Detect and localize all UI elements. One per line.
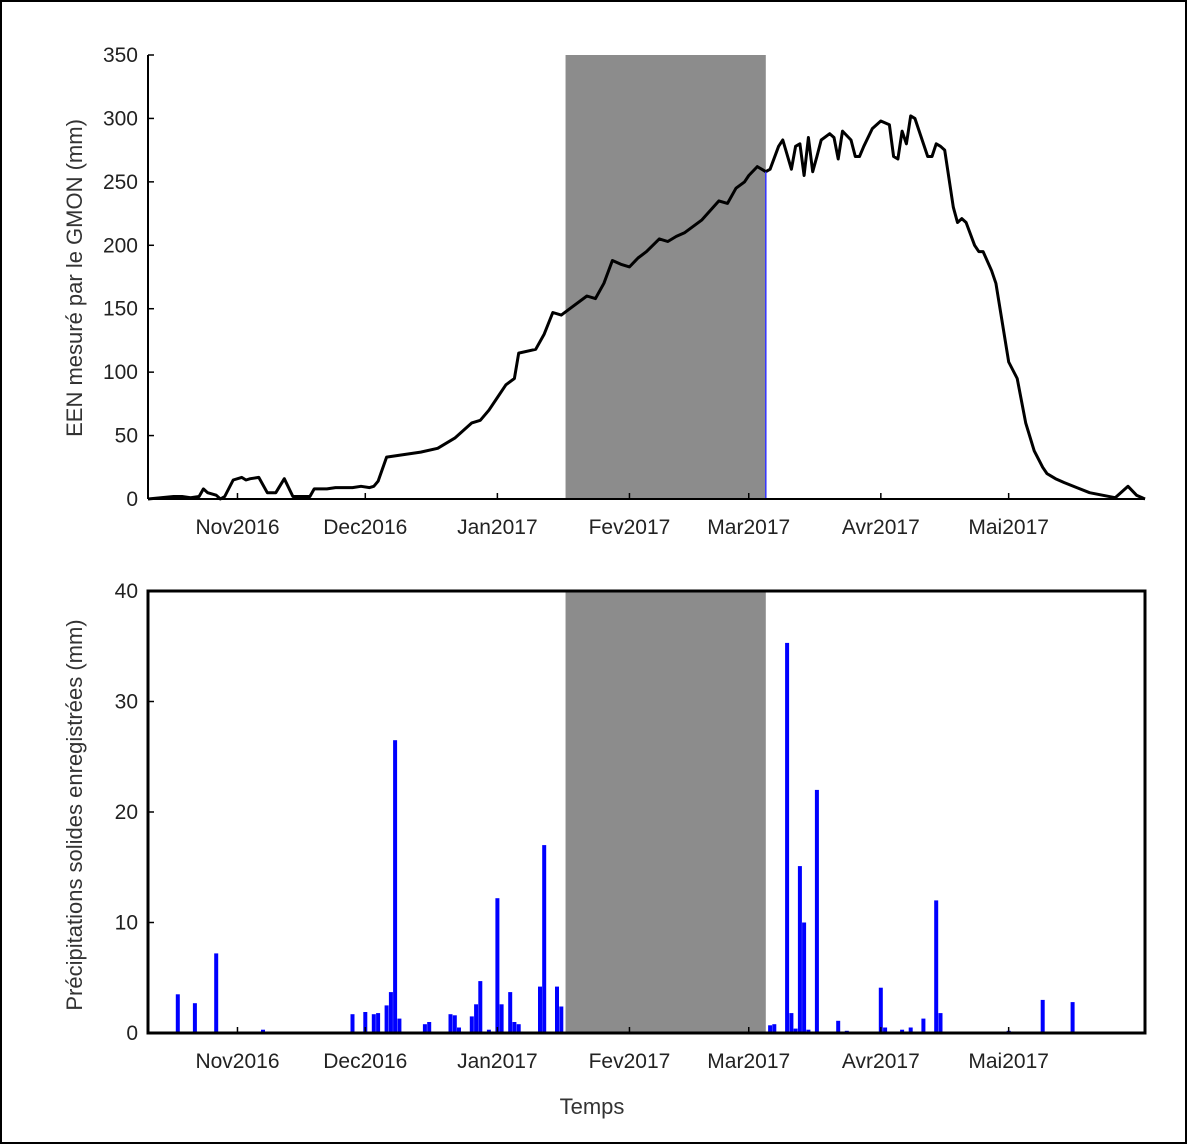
precip-bar (559, 1006, 564, 1033)
top-swe-line-chart: 0 50 100 150 200 250 300 350 Nov2016 Dec2016 Jan20… (103, 44, 1146, 539)
precip-bar (921, 1018, 926, 1033)
precip-bar (371, 1014, 376, 1033)
precip-bar (785, 642, 790, 1033)
shaded-period (565, 55, 766, 499)
bottom-y-axis-label: Précipitations solides enregistrées (mm) (62, 619, 87, 1010)
precip-bar (175, 994, 180, 1033)
x-tick-label: Dec2016 (323, 1050, 407, 1073)
precip-bar (427, 1022, 432, 1033)
y-tick-label: 0 (126, 1022, 138, 1045)
y-tick-label: 20 (115, 801, 138, 824)
precip-bar (1070, 1002, 1075, 1033)
precip-bar (495, 898, 500, 1033)
x-tick-label: Fev2017 (589, 516, 671, 539)
x-tick-label: Nov2016 (195, 1050, 279, 1073)
y-tick-label: 250 (103, 171, 138, 194)
precip-bar (772, 1024, 777, 1033)
x-tick-label: Jan2017 (457, 1050, 538, 1073)
precip-bar (457, 1027, 461, 1033)
x-tick-label: Dec2016 (323, 516, 407, 539)
precip-bar (512, 1022, 517, 1033)
precip-bar (908, 1027, 913, 1033)
precip-bar (469, 1016, 474, 1033)
x-tick-label: Mar2017 (707, 516, 790, 539)
precip-bar (499, 1004, 504, 1033)
precip-bar (814, 789, 819, 1033)
precip-bar (478, 981, 483, 1033)
precip-bar (542, 845, 547, 1033)
precip-bar (516, 1024, 521, 1033)
precip-bar (793, 1028, 798, 1033)
precip-bar (836, 1020, 841, 1033)
precip-bar (883, 1027, 888, 1033)
precip-bar (802, 922, 807, 1033)
precip-bar (422, 1024, 427, 1033)
x-axis-label: Temps (560, 1094, 625, 1119)
precip-bar (934, 900, 939, 1033)
axis-labels: EEN mesuré par le GMON (mm) Précipitatio… (62, 119, 624, 1119)
x-tick-label: Mai2017 (968, 1050, 1049, 1073)
shaded-period (565, 591, 766, 1033)
precip-bar (452, 1015, 457, 1033)
x-tick-label: Mar2017 (707, 1050, 790, 1073)
precip-bar (363, 1012, 368, 1033)
y-tick-label: 40 (115, 580, 138, 603)
top-y-axis-label: EEN mesuré par le GMON (mm) (62, 119, 87, 437)
y-tick-label: 50 (115, 425, 138, 448)
precip-bar (261, 1029, 265, 1033)
x-tick-label: Mai2017 (968, 516, 1049, 539)
precip-bar (900, 1029, 905, 1033)
bottom-precipitation-bar-chart: 0 10 20 30 40 Nov2016 Dec2016 Jan2017 Fev2017 Mar… (115, 580, 1147, 1073)
x-tick-label: Avr2017 (842, 1050, 920, 1073)
y-tick-label: 350 (103, 44, 138, 67)
precip-bar (350, 1014, 355, 1033)
x-tick-label: Jan2017 (457, 516, 538, 539)
x-tick-label: Nov2016 (195, 516, 279, 539)
precip-bar (508, 992, 513, 1033)
precip-bar (376, 1013, 381, 1033)
precip-bar (393, 740, 398, 1033)
y-tick-label: 300 (103, 107, 138, 130)
swe-series-line (147, 114, 1146, 501)
y-tick-label: 0 (126, 488, 138, 511)
y-tick-label: 150 (103, 298, 138, 321)
precip-bar (878, 987, 883, 1033)
y-tick-label: 100 (103, 361, 138, 384)
x-tick-label: Avr2017 (842, 516, 920, 539)
y-tick-label: 30 (115, 691, 138, 714)
precip-bar (806, 1029, 811, 1033)
precip-bar (486, 1029, 491, 1033)
precip-bar (797, 866, 802, 1033)
precip-bar (538, 986, 542, 1033)
precip-bar (938, 1013, 943, 1033)
precip-bar (192, 1003, 197, 1033)
precip-bar (448, 1014, 453, 1033)
precip-bar (384, 1005, 389, 1033)
precip-bar (1040, 999, 1045, 1033)
precip-bar (474, 1004, 479, 1033)
precip-bar (388, 992, 393, 1033)
precip-bar (555, 986, 559, 1033)
precip-bar (397, 1018, 402, 1033)
precip-bar (789, 1013, 794, 1033)
y-tick-label: 200 (103, 234, 138, 257)
x-tick-label: Fev2017 (589, 1050, 671, 1073)
precip-bar (768, 1025, 773, 1033)
y-tick-label: 10 (115, 912, 138, 935)
precip-bar (214, 953, 219, 1033)
